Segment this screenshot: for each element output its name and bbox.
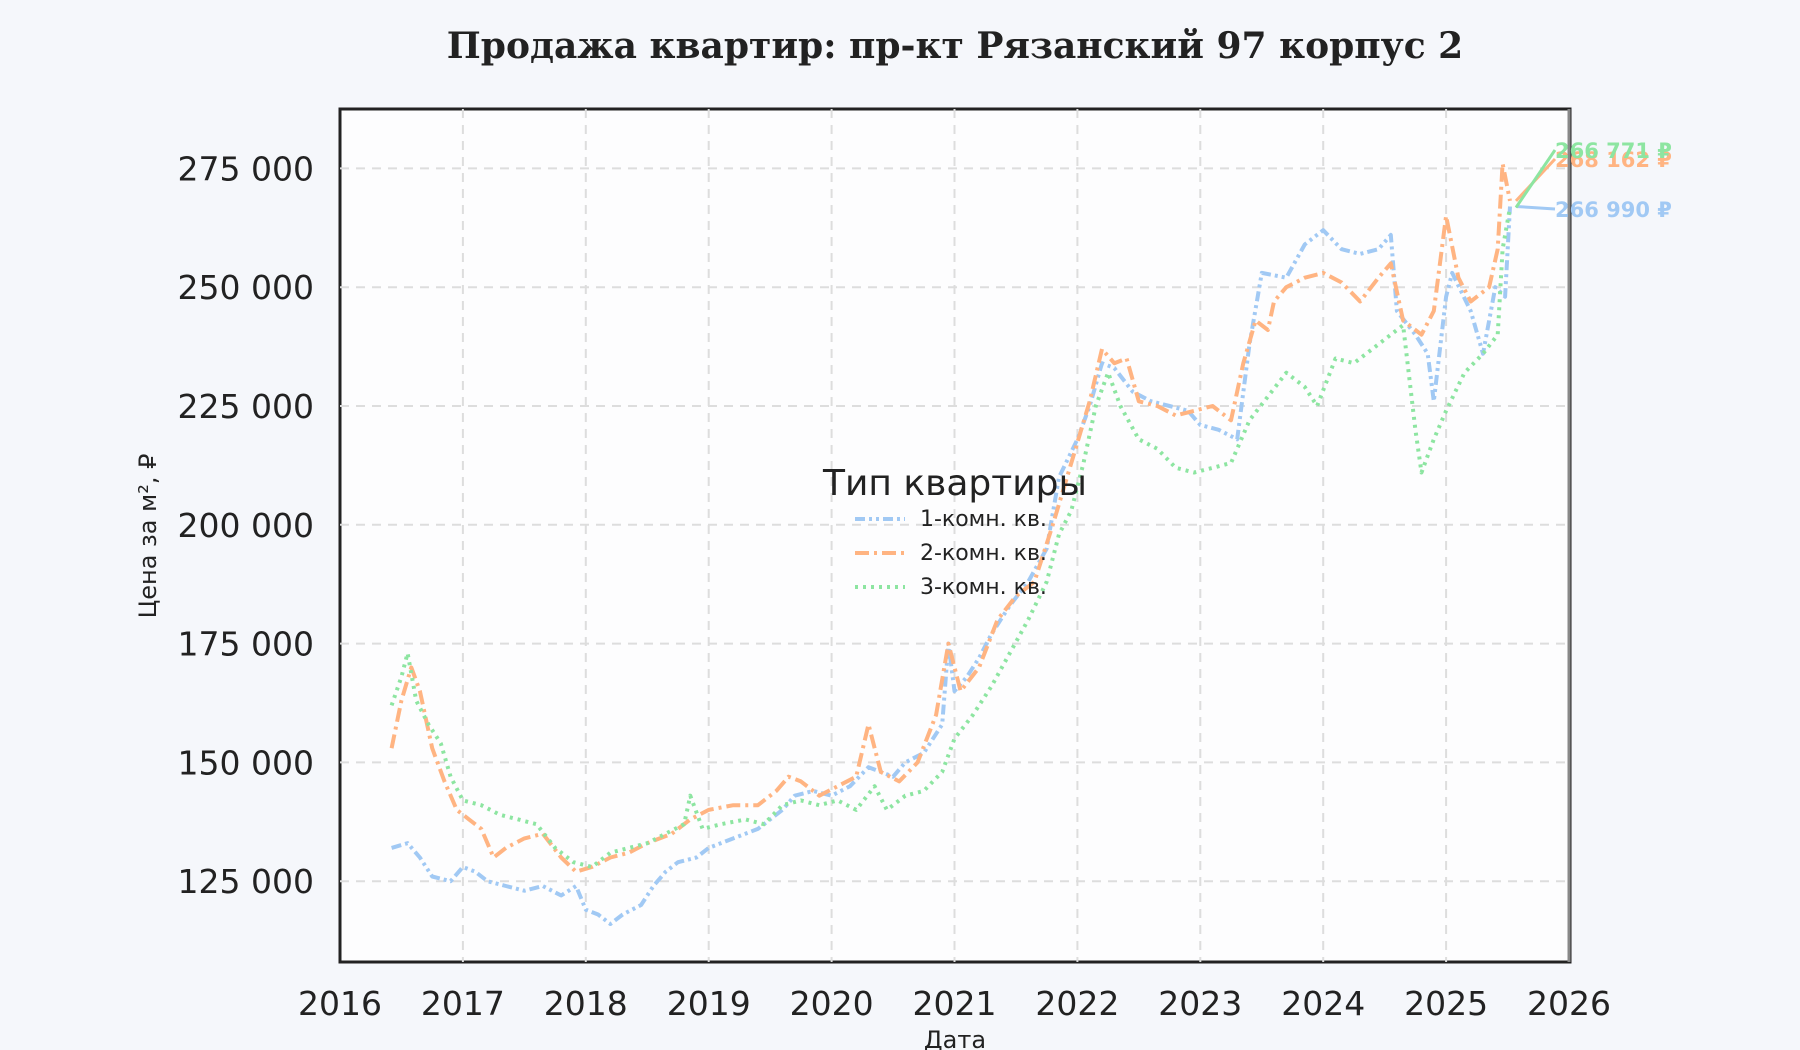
x-tick-label: 2019 [667, 984, 751, 1023]
legend-label: 3-комн. кв. [920, 575, 1047, 600]
y-tick-label: 225 000 [178, 387, 314, 426]
axis-ticks: 2016 2017 2018 2019 2020 2021 2022 2023 2024 2025… [178, 149, 1611, 1023]
end-label: 266 771 ₽ [1555, 139, 1672, 163]
end-label-arrow [1514, 149, 1557, 209]
x-tick-label: 2017 [421, 984, 505, 1023]
x-tick-label: 2023 [1158, 984, 1242, 1023]
x-tick-label: 2021 [913, 984, 997, 1023]
x-tick-label: 2022 [1035, 984, 1119, 1023]
chart-title: Продажа квартир: пр-кт Рязанский 97 корп… [447, 25, 1463, 67]
grid-lines [340, 109, 1569, 962]
y-tick-label: 250 000 [178, 268, 314, 307]
y-tick-label: 150 000 [178, 743, 314, 782]
series-line-3 [389, 207, 1512, 869]
y-axis-label: Цена за м², ₽ [134, 454, 162, 619]
x-tick-label: 2024 [1281, 984, 1365, 1023]
x-tick-label: 2018 [544, 984, 628, 1023]
x-tick-label: 2020 [790, 984, 874, 1023]
x-tick-label: 2026 [1527, 984, 1611, 1023]
end-labels: 266 990 ₽ 268 162 ₽266 771 ₽ [1514, 139, 1672, 222]
end-label: 268 162 ₽ [1555, 148, 1672, 172]
y-tick-label: 275 000 [178, 149, 314, 188]
end-label-arrow [1515, 204, 1556, 211]
legend-label: 2-комн. кв. [920, 541, 1047, 566]
x-tick-label: 2025 [1404, 984, 1488, 1023]
y-tick-label: 175 000 [178, 625, 314, 664]
legend-title: Тип квартиры [822, 463, 1087, 504]
y-tick-label: 200 000 [178, 506, 314, 545]
series-line-2 [389, 161, 1512, 874]
end-label: 266 990 ₽ [1555, 198, 1672, 222]
x-axis-label: Дата [924, 1026, 986, 1050]
series-lines [389, 161, 1512, 926]
legend-items: 1-комн. кв. 2-комн. кв. 3-комн. кв. [855, 507, 1047, 600]
legend-label: 1-комн. кв. [920, 507, 1047, 532]
x-tick-label: 2016 [298, 984, 382, 1023]
y-tick-label: 125 000 [178, 862, 314, 901]
legend: Тип квартиры 1-комн. кв. 2-комн. кв. 3-ком… [822, 463, 1087, 600]
series-line-1 [391, 206, 1512, 926]
